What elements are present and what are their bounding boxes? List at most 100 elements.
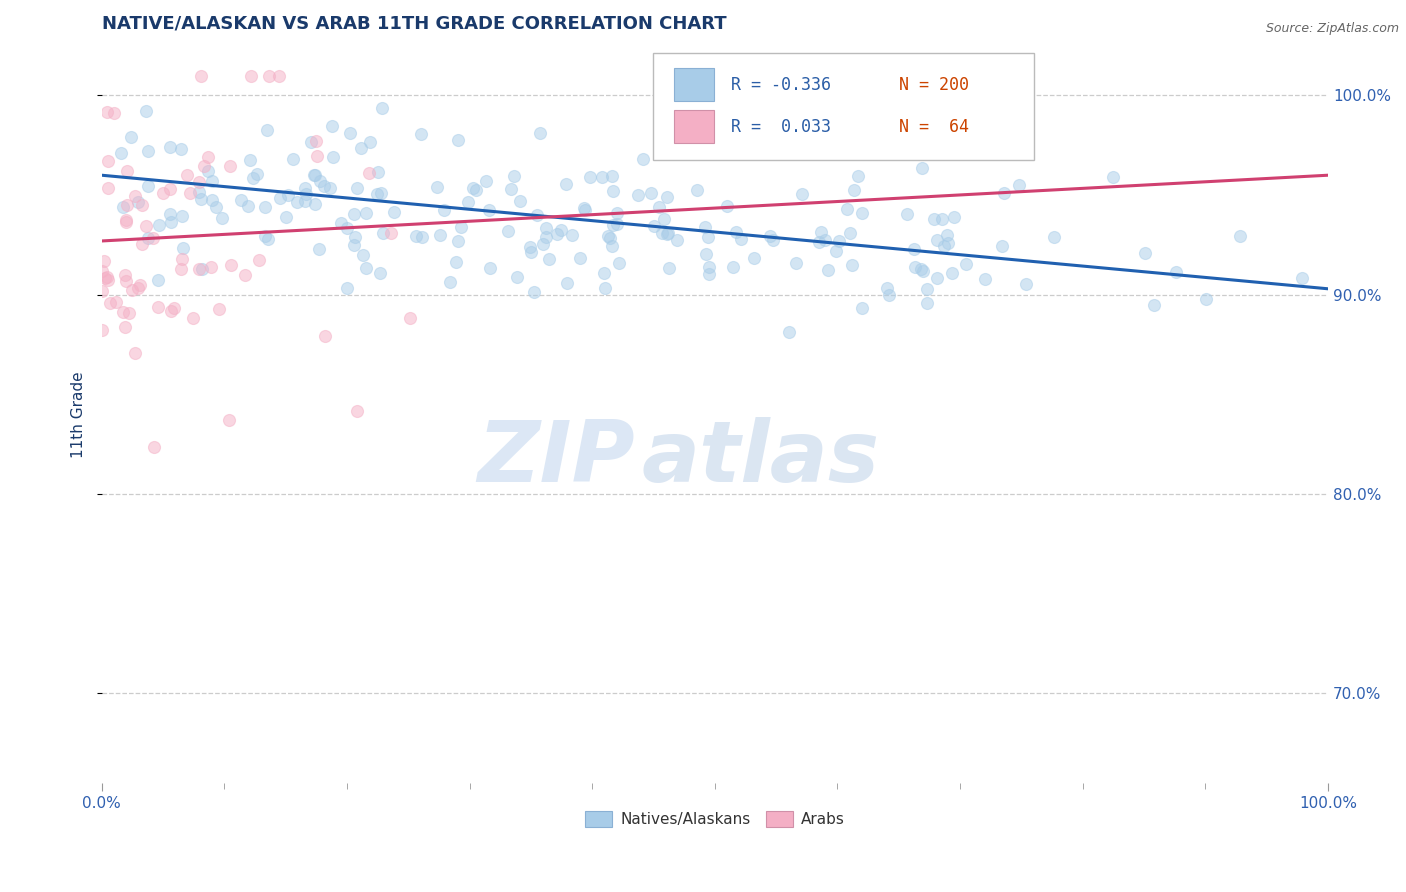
Point — [308, 173, 330, 187]
Point — [657, 260, 679, 275]
Point — [371, 226, 394, 240]
Point — [546, 227, 568, 242]
Point — [172, 241, 194, 255]
Point — [627, 187, 650, 202]
Point — [606, 217, 628, 231]
Point — [114, 215, 136, 229]
Point — [159, 182, 181, 196]
Point — [124, 345, 146, 359]
Point — [475, 173, 498, 187]
Point — [943, 210, 966, 224]
Point — [915, 282, 938, 296]
Point — [135, 219, 157, 234]
Point — [218, 413, 240, 427]
Point — [405, 229, 427, 244]
Point — [600, 169, 623, 183]
Point — [100, 296, 122, 310]
Point — [747, 115, 769, 129]
Point — [409, 127, 432, 141]
Point — [368, 266, 391, 280]
Point — [142, 231, 165, 245]
Point — [128, 277, 150, 292]
Point — [572, 201, 595, 215]
Point — [991, 239, 1014, 253]
Point — [807, 235, 830, 249]
Point — [935, 227, 957, 242]
Point — [96, 269, 118, 284]
Point — [502, 169, 524, 183]
Point — [314, 329, 336, 343]
Point — [321, 119, 343, 133]
Point — [411, 229, 433, 244]
Point — [181, 310, 204, 325]
Point — [114, 212, 136, 227]
Point — [336, 221, 359, 235]
Point — [359, 135, 381, 149]
Point — [724, 226, 747, 240]
Point — [593, 281, 616, 295]
Point — [114, 268, 136, 282]
Text: NATIVE/ALASKAN VS ARAB 11TH GRADE CORRELATION CHART: NATIVE/ALASKAN VS ARAB 11TH GRADE CORREL… — [101, 15, 725, 33]
Point — [190, 192, 212, 206]
Point — [447, 234, 470, 248]
Point — [294, 181, 316, 195]
Point — [1043, 229, 1066, 244]
Point — [208, 301, 231, 316]
Point — [269, 69, 291, 83]
Point — [294, 194, 316, 209]
Point — [538, 252, 561, 266]
Point — [382, 205, 405, 219]
Point — [124, 189, 146, 203]
Point — [1291, 270, 1313, 285]
Point — [380, 226, 402, 240]
Point — [218, 159, 240, 173]
Y-axis label: 11th Grade: 11th Grade — [72, 371, 86, 458]
Point — [231, 193, 253, 207]
Point — [1015, 277, 1038, 291]
Point — [686, 137, 709, 152]
Point — [426, 180, 449, 194]
Point — [110, 145, 132, 160]
Point — [346, 181, 368, 195]
Point — [439, 276, 461, 290]
Point — [242, 170, 264, 185]
Point — [366, 187, 388, 202]
Point — [457, 195, 479, 210]
FancyBboxPatch shape — [675, 68, 714, 102]
Point — [846, 169, 869, 183]
Point — [699, 260, 721, 275]
Point — [730, 232, 752, 246]
Point — [179, 186, 201, 200]
Point — [523, 285, 546, 299]
Point — [655, 227, 678, 241]
Point — [778, 326, 800, 340]
Point — [461, 181, 484, 195]
Point — [561, 227, 583, 242]
Point — [159, 215, 181, 229]
Point — [343, 230, 366, 244]
Point — [896, 207, 918, 221]
Point — [127, 281, 149, 295]
Point — [91, 323, 114, 337]
Point — [695, 219, 717, 234]
Point — [276, 211, 298, 225]
Point — [925, 271, 948, 285]
Point — [838, 226, 860, 240]
Point — [159, 207, 181, 221]
Point — [555, 177, 578, 191]
Point — [647, 200, 669, 214]
Point — [657, 190, 679, 204]
Point — [322, 150, 344, 164]
Point — [607, 256, 630, 270]
Point — [97, 181, 120, 195]
Point — [160, 304, 183, 318]
Point — [509, 194, 531, 208]
Point — [197, 164, 219, 178]
Point — [785, 256, 807, 270]
Text: R =  0.033: R = 0.033 — [731, 118, 831, 136]
Point — [824, 244, 846, 259]
Point — [1229, 229, 1251, 244]
Point — [235, 268, 257, 282]
Point — [911, 161, 934, 176]
Point — [136, 231, 159, 245]
